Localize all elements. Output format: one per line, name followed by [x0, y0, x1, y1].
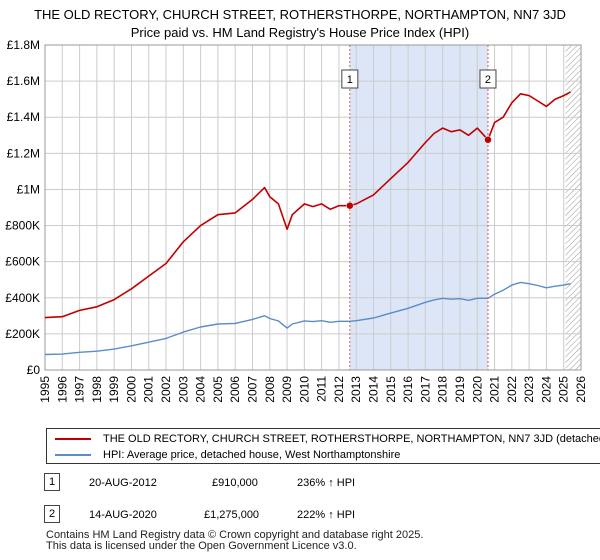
sale-marker-box [341, 69, 359, 89]
shaded-period [349, 45, 488, 370]
y-tick-label: £1.8M [7, 38, 40, 52]
legend-label-property: THE OLD RECTORY, CHURCH STREET, ROTHERST… [103, 433, 600, 445]
legend-item-hpi: HPI: Average price, detached house, West… [55, 447, 400, 463]
property-price-line [44, 91, 571, 319]
transaction-price: £1,275,000 [204, 509, 260, 521]
x-tick-label: 2026 [574, 376, 588, 403]
sale-point [484, 136, 492, 144]
footer-copyright: Contains HM Land Registry data © Crown c… [46, 529, 424, 541]
x-tick-label: 2002 [159, 376, 173, 403]
sale-marker-label: 2 [485, 74, 491, 86]
transaction-price: £910,000 [212, 477, 258, 489]
hpi-line [44, 281, 571, 356]
legend-label-hpi: HPI: Average price, detached house, West… [103, 449, 401, 461]
x-tick-label: 2022 [505, 376, 519, 403]
x-tick-label: 2001 [142, 376, 156, 403]
x-tick-label: 1997 [73, 376, 87, 403]
sale-marker-box [479, 69, 497, 89]
legend-swatch-property [55, 438, 91, 440]
x-tick-label: 2011 [315, 376, 329, 402]
chart-legend: THE OLD RECTORY, CHURCH STREET, ROTHERST… [46, 428, 600, 464]
chart-subtitle: Price paid vs. HM Land Registry's House … [130, 25, 470, 40]
x-tick-label: 2005 [211, 376, 225, 403]
y-tick-label: £1.6M [7, 74, 40, 88]
transaction-date: 20-AUG-2012 [89, 477, 157, 489]
y-tick-label: £200K [5, 327, 40, 341]
x-tick-label: 2019 [453, 376, 467, 403]
x-tick-label: 2023 [522, 376, 536, 403]
x-tick-label: 1998 [90, 376, 104, 403]
x-tick-label: 2020 [470, 376, 484, 403]
chart-title-address: THE OLD RECTORY, CHURCH STREET, ROTHERST… [34, 7, 566, 22]
chart-title-block: THE OLD RECTORY, CHURCH STREET, ROTHERST… [0, 6, 600, 42]
hatched-period [565, 45, 581, 370]
x-tick-label: 1999 [107, 376, 121, 403]
x-tick-label: 2018 [436, 376, 450, 403]
x-tick-label: 2021 [488, 376, 502, 403]
transaction-hpi-change: 222% ↑ HPI [297, 509, 356, 521]
x-tick-label: 2000 [124, 376, 138, 403]
x-tick-label: 2006 [228, 376, 242, 403]
x-tick-label: 1996 [55, 376, 69, 403]
transaction-badge: 1 [44, 473, 60, 491]
x-tick-label: 2008 [263, 376, 277, 403]
y-tick-label: £1M [17, 182, 40, 196]
y-tick-label: £1.2M [7, 146, 40, 160]
x-tick-label: 2016 [401, 376, 415, 403]
plot-frame [44, 44, 582, 371]
y-tick-label: £0 [27, 363, 41, 377]
y-tick-label: £600K [5, 255, 40, 269]
legend-item-property: THE OLD RECTORY, CHURCH STREET, ROTHERST… [55, 431, 600, 447]
x-tick-label: 2017 [418, 376, 432, 403]
x-tick-label: 1995 [38, 376, 52, 403]
x-tick-label: 2013 [349, 376, 363, 403]
x-tick-label: 2010 [297, 376, 311, 403]
y-tick-label: £800K [5, 219, 40, 233]
legend-swatch-hpi [55, 454, 91, 456]
x-tick-label: 2012 [332, 376, 346, 403]
footer: Contains HM Land Registry data © Crown c… [46, 530, 423, 552]
footer-licence: This data is licensed under the Open Gov… [46, 540, 357, 552]
transaction-hpi-change: 236% ↑ HPI [297, 477, 356, 489]
x-tick-label: 2025 [557, 376, 571, 403]
x-tick-label: 2014 [367, 376, 381, 403]
transaction-badge: 2 [44, 505, 60, 523]
x-tick-label: 2003 [176, 376, 190, 403]
x-tick-label: 2009 [280, 376, 294, 403]
x-tick-label: 2004 [194, 376, 208, 403]
y-tick-label: £400K [5, 291, 40, 305]
x-tick-label: 2007 [245, 376, 259, 403]
price-chart: £0 £200K £400K £600K £800K £1M £1.2M £1.4M £1.6M… [5, 38, 588, 403]
x-tick-label: 2015 [384, 376, 398, 403]
x-tick-label: 2024 [539, 376, 553, 403]
y-tick-label: £1.4M [7, 110, 40, 124]
sale-marker-label: 1 [347, 74, 353, 86]
sale-point [346, 201, 354, 210]
transaction-date: 14-AUG-2020 [89, 509, 157, 521]
